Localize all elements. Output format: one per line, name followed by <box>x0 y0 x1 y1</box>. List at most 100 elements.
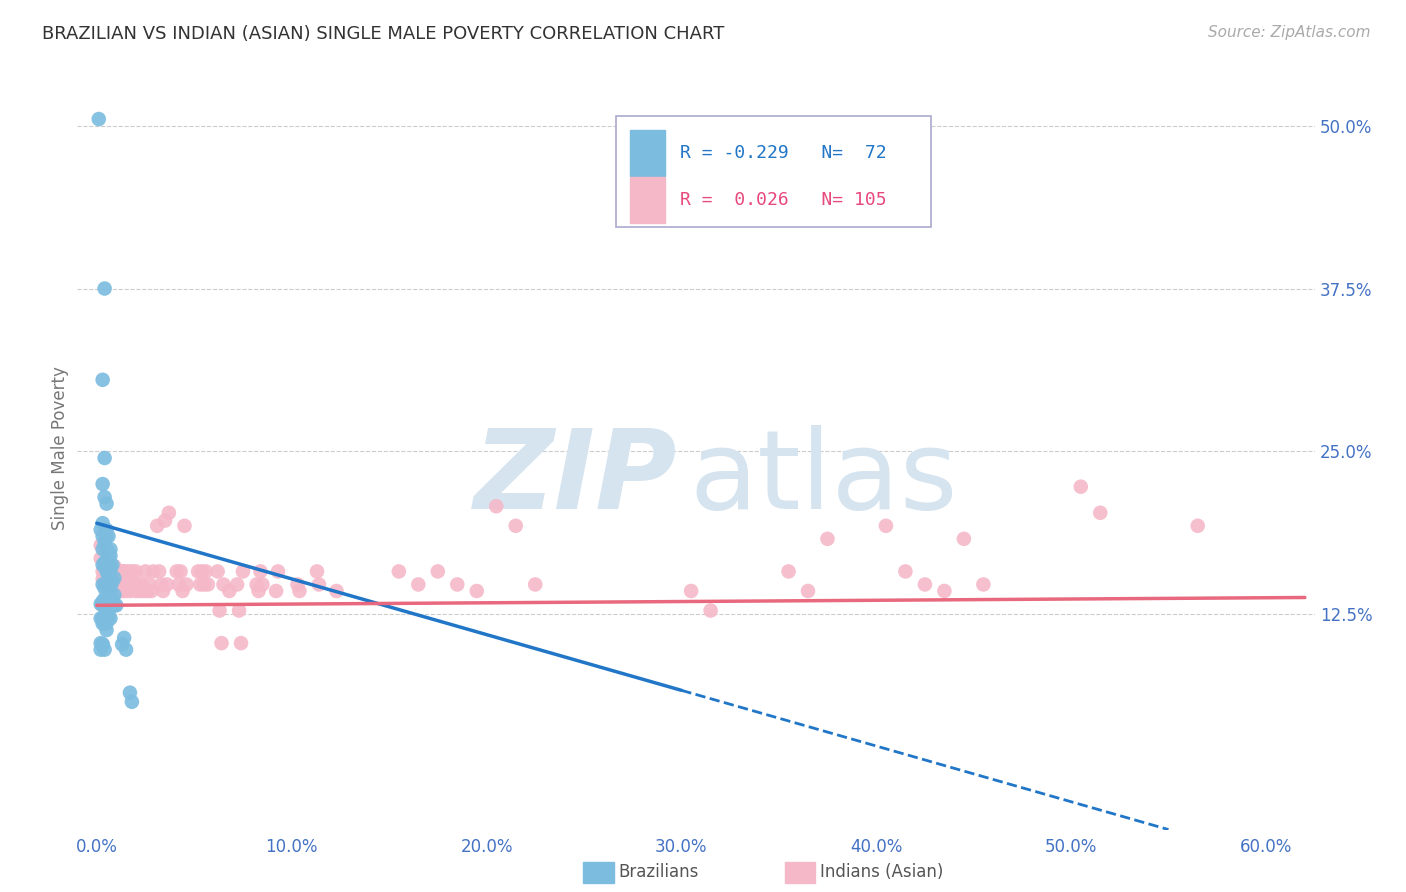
Point <box>105 577 128 591</box>
Point <box>408 577 430 591</box>
Point <box>96 616 118 631</box>
Point <box>797 584 820 599</box>
Point <box>426 565 449 579</box>
Point <box>211 636 233 650</box>
Point <box>305 565 328 579</box>
Point <box>96 582 118 596</box>
Point <box>91 373 114 387</box>
Point <box>97 611 120 625</box>
Point <box>100 542 122 557</box>
Point <box>96 597 118 611</box>
Point <box>91 577 114 591</box>
Point <box>93 565 115 579</box>
Point <box>97 529 120 543</box>
Point <box>117 577 139 591</box>
Point <box>176 577 198 591</box>
Point <box>1070 480 1092 494</box>
Point <box>107 577 129 591</box>
Point <box>101 577 124 591</box>
Point <box>111 637 134 651</box>
Point <box>103 572 125 586</box>
Point <box>90 538 112 552</box>
Point <box>267 565 290 579</box>
Point <box>100 559 122 574</box>
Point <box>91 477 114 491</box>
Point <box>108 577 131 591</box>
Point <box>1187 518 1209 533</box>
Point <box>125 584 148 599</box>
Point <box>105 599 128 613</box>
Point <box>101 558 124 572</box>
Point <box>90 636 112 650</box>
Point <box>111 584 134 599</box>
Point <box>90 611 112 625</box>
Point <box>778 565 800 579</box>
Point <box>93 281 115 295</box>
Point <box>90 642 112 657</box>
Point <box>100 582 122 596</box>
Text: R = -0.229   N=  72: R = -0.229 N= 72 <box>681 145 887 162</box>
Point <box>212 577 235 591</box>
Point <box>142 565 165 579</box>
Point <box>148 565 170 579</box>
Point <box>157 506 180 520</box>
Point <box>96 603 118 617</box>
Text: BRAZILIAN VS INDIAN (ASIAN) SINGLE MALE POVERTY CORRELATION CHART: BRAZILIAN VS INDIAN (ASIAN) SINGLE MALE … <box>42 25 724 43</box>
Point <box>131 577 153 591</box>
Text: R =  0.026   N= 105: R = 0.026 N= 105 <box>681 192 887 210</box>
Point <box>325 584 347 599</box>
Point <box>96 555 118 569</box>
Point <box>875 518 897 533</box>
Point <box>91 572 114 586</box>
Point <box>93 616 115 631</box>
Point <box>817 532 839 546</box>
Point <box>91 542 114 557</box>
Point <box>249 565 271 579</box>
Point <box>97 603 120 617</box>
Point <box>91 558 114 572</box>
Point <box>101 565 124 579</box>
Point <box>115 584 138 599</box>
Y-axis label: Single Male Poverty: Single Male Poverty <box>51 367 69 530</box>
Point <box>187 565 209 579</box>
Point <box>96 542 118 557</box>
Point <box>115 565 138 579</box>
Point <box>173 518 195 533</box>
Point <box>96 497 118 511</box>
Point <box>97 577 120 591</box>
Point <box>87 112 110 126</box>
Point <box>97 568 120 582</box>
Point <box>96 529 118 543</box>
Point <box>91 616 114 631</box>
Point <box>97 597 120 611</box>
Point <box>97 565 120 579</box>
Point <box>96 565 118 579</box>
Point <box>112 565 135 579</box>
Point <box>100 549 122 563</box>
Point <box>91 516 114 531</box>
Point <box>100 611 122 625</box>
Point <box>207 565 229 579</box>
Point <box>93 577 115 591</box>
Point <box>91 529 114 543</box>
Point <box>115 642 138 657</box>
Bar <box>630 130 665 176</box>
Point <box>96 577 118 591</box>
Point <box>90 597 112 611</box>
Point <box>93 611 115 625</box>
Point <box>125 565 148 579</box>
Point <box>308 577 330 591</box>
Point <box>107 565 129 579</box>
Point <box>128 584 150 599</box>
Point <box>121 565 143 579</box>
Point <box>193 577 215 591</box>
Point <box>150 577 173 591</box>
Point <box>135 565 157 579</box>
Point <box>97 582 120 596</box>
Point <box>93 642 115 657</box>
Point <box>252 577 274 591</box>
Point <box>218 584 240 599</box>
Point <box>91 565 114 579</box>
Point <box>197 577 219 591</box>
Point <box>97 551 120 566</box>
